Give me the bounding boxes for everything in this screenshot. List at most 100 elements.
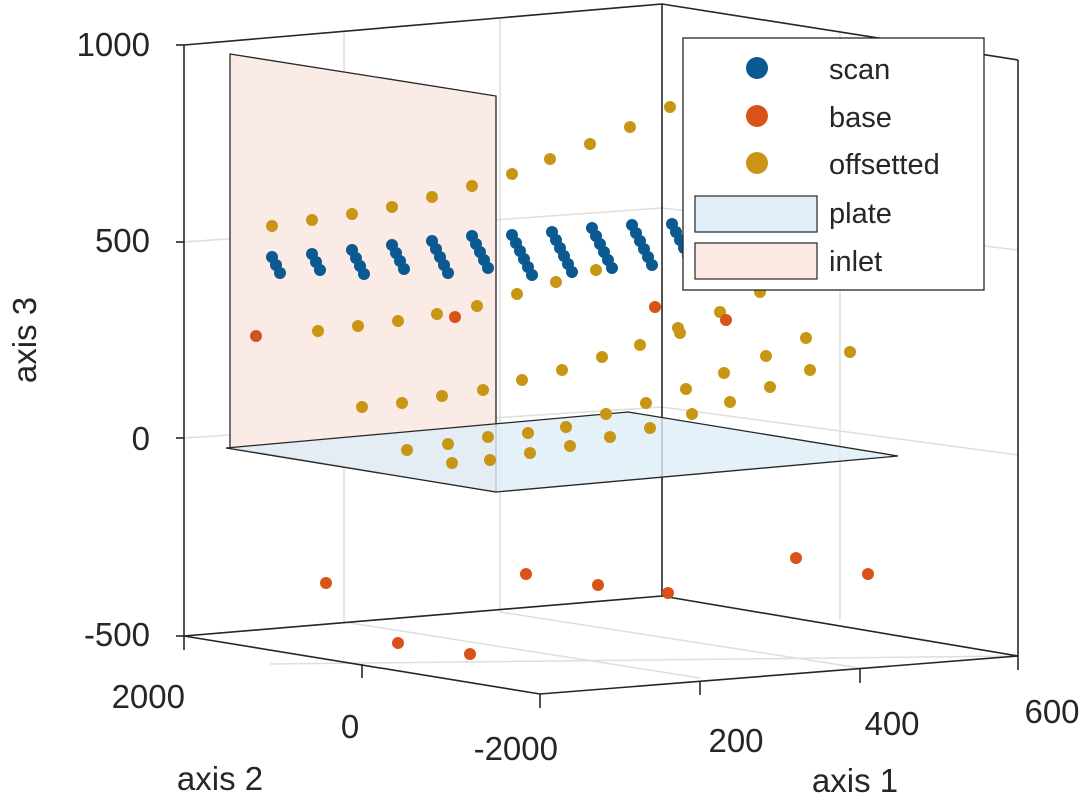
offsetted-point — [724, 396, 736, 408]
offsetted-point — [312, 325, 324, 337]
offsetted-point — [556, 364, 568, 376]
scan-point — [646, 259, 658, 271]
offsetted-point — [442, 438, 454, 450]
offsetted-point — [680, 383, 692, 395]
offsetted-point — [564, 440, 576, 452]
legend-label-inlet: inlet — [829, 246, 882, 278]
offsetted-point — [600, 408, 612, 420]
scan-point — [606, 262, 618, 274]
legend-label-offsetted: offsetted — [829, 149, 940, 181]
scan-point — [482, 262, 494, 274]
offsetted-point — [401, 444, 413, 456]
offsetted-point — [396, 397, 408, 409]
offsetted-point — [516, 374, 528, 386]
y-tick-2000: 2000 — [112, 678, 185, 715]
offsetted-point — [664, 101, 676, 113]
base-point — [862, 568, 874, 580]
offsetted-point — [804, 364, 816, 376]
offsetted-point — [356, 401, 368, 413]
offsetted-point — [482, 431, 494, 443]
plate-plane — [225, 411, 899, 493]
offsetted-point — [624, 121, 636, 133]
legend-marker-offsetted — [746, 152, 768, 174]
z-tick-neg500: -500 — [84, 616, 150, 653]
offsetted-point — [560, 421, 572, 433]
base-point — [790, 552, 802, 564]
base-point — [662, 587, 674, 599]
x-tick-600: 600 — [1024, 693, 1079, 730]
scan-point — [274, 267, 286, 279]
legend-marker-base — [746, 105, 768, 127]
offsetted-point — [266, 220, 278, 232]
base-point — [449, 311, 461, 323]
offsetted-point — [718, 367, 730, 379]
offsetted-point — [436, 390, 448, 402]
legend-label-base: base — [829, 102, 892, 134]
offsetted-point — [760, 350, 772, 362]
scan-point — [442, 267, 454, 279]
offsetted-point — [471, 300, 483, 312]
offsetted-point — [477, 384, 489, 396]
offsetted-point — [590, 264, 602, 276]
legend: scan base offsetted plate inlet — [682, 37, 985, 291]
offsetted-point — [604, 431, 616, 443]
offsetted-point — [306, 214, 318, 226]
legend-label-scan: scan — [829, 54, 890, 86]
offsetted-point — [392, 315, 404, 327]
base-point — [250, 330, 262, 342]
tick-marks — [176, 44, 1019, 708]
offsetted-point — [446, 457, 458, 469]
z-tick-500: 500 — [95, 222, 150, 259]
offsetted-point — [386, 201, 398, 213]
offsetted-point — [640, 397, 652, 409]
offsetted-point — [764, 381, 776, 393]
offsetted-point — [544, 153, 556, 165]
base-point — [320, 577, 332, 589]
offsetted-point — [686, 408, 698, 420]
offsetted-point — [550, 276, 562, 288]
offsetted-point — [584, 138, 596, 150]
scan-point — [566, 266, 578, 278]
offsetted-point — [511, 288, 523, 300]
base-point — [520, 568, 532, 580]
axis-3-label: axis 3 — [6, 297, 43, 383]
data-points — [250, 101, 874, 660]
offsetted-point — [346, 208, 358, 220]
x-tick-400: 400 — [864, 705, 919, 742]
axis-2-label: axis 2 — [177, 760, 263, 797]
offsetted-point — [466, 180, 478, 192]
offsetted-point — [426, 191, 438, 203]
offsetted-point — [352, 320, 364, 332]
legend-swatch-inlet — [694, 242, 818, 280]
offsetted-point — [522, 427, 534, 439]
scan-point — [398, 263, 410, 275]
legend-swatch-plate — [694, 195, 818, 233]
z-tick-0: 0 — [132, 420, 150, 457]
offsetted-point — [506, 168, 518, 180]
base-point — [720, 314, 732, 326]
legend-label-plate: plate — [829, 198, 892, 230]
axis-1-label: axis 1 — [812, 762, 898, 799]
offsetted-point — [524, 447, 536, 459]
offsetted-point — [800, 332, 812, 344]
scan-point — [526, 269, 538, 281]
y-tick-neg2000: -2000 — [474, 730, 558, 767]
z-tick-1000: 1000 — [77, 26, 150, 63]
offsetted-point — [596, 351, 608, 363]
base-point — [392, 637, 404, 649]
offsetted-point — [674, 327, 686, 339]
base-point — [592, 579, 604, 591]
y-tick-0: 0 — [341, 708, 359, 745]
x-tick-200: 200 — [708, 722, 763, 759]
base-point — [649, 301, 661, 313]
offsetted-point — [844, 346, 856, 358]
base-point — [464, 648, 476, 660]
offsetted-point — [484, 454, 496, 466]
legend-marker-scan — [746, 57, 768, 79]
offsetted-point — [644, 422, 656, 434]
offsetted-point — [431, 308, 443, 320]
scan-point — [358, 268, 370, 280]
scan-point — [314, 264, 326, 276]
